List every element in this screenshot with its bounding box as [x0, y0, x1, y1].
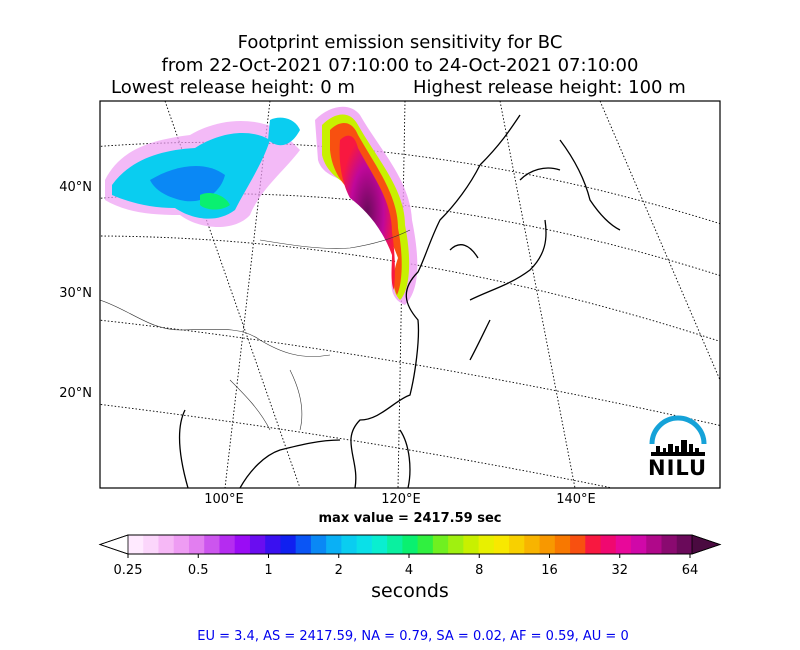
footprint-plume-west	[105, 120, 300, 228]
colorbar-tick-label: 0.25	[113, 563, 143, 578]
colorbar-tick-label: 4	[404, 563, 414, 578]
colorbar-tick-label: 64	[681, 563, 699, 578]
region-summary: EU = 3.4, AS = 2417.59, NA = 0.79, SA = …	[197, 629, 629, 644]
lat-label-40n: 40°N	[59, 180, 92, 195]
lon-label-100e: 100°E	[204, 492, 244, 507]
footprint-plume-main	[268, 106, 418, 306]
release-height-low: Lowest release height: 0 m	[111, 77, 355, 98]
lon-label-120e: 120°E	[381, 492, 421, 507]
colorbar-tick-label: 1	[264, 563, 273, 578]
lat-label-20n: 20°N	[59, 386, 92, 401]
coastlines	[178, 114, 621, 488]
map-frame	[99, 100, 721, 489]
lon-label-140e: 140°E	[556, 492, 596, 507]
lat-label-30n: 30°N	[59, 286, 92, 301]
colorbar-tick-label: 8	[475, 563, 484, 578]
nilu-logo-text: NILU	[648, 456, 708, 480]
title-line-1: Footprint emission sensitivity for BC	[237, 32, 563, 53]
title-line-2: from 22-Oct-2021 07:10:00 to 24-Oct-2021…	[161, 55, 639, 76]
colorbar-label: seconds	[371, 580, 449, 602]
colorbar-tick-label: 32	[611, 563, 629, 578]
colorbar-tick-label: 2	[334, 563, 343, 578]
borders	[100, 229, 411, 431]
colorbar-tick-label: 0.5	[187, 563, 209, 578]
release-height-high: Highest release height: 100 m	[413, 77, 686, 98]
colorbar-tick-label: 16	[541, 563, 558, 578]
nilu-logo	[649, 415, 707, 456]
max-value-label: max value = 2417.59 sec	[318, 511, 502, 526]
